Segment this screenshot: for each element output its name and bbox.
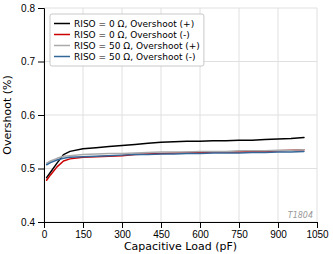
tick-label: 1050 (306, 229, 329, 240)
tick: 600 (192, 222, 209, 240)
tick: 0.7 (21, 56, 44, 67)
tick-label: 0.7 (21, 56, 35, 67)
x-axis: 0 150 300 450 600 750 900 1050 (42, 222, 329, 240)
tick: 300 (114, 222, 131, 240)
y-axis-title: Overshoot (%) (1, 75, 14, 154)
grid-line (44, 115, 317, 116)
tick-mark (38, 169, 44, 170)
tick-label: 450 (153, 229, 170, 240)
tick-label: 0.8 (21, 3, 35, 14)
tick: 1050 (306, 222, 329, 240)
legend: RISO = 0 Ω, Overshoot (+)RISO = 0 Ω, Ove… (50, 14, 204, 66)
x-axis-title: Capacitive Load (pF) (124, 240, 237, 253)
tick-mark (38, 115, 44, 116)
legend-swatch (54, 23, 70, 25)
tick-label: 0.5 (21, 163, 35, 174)
legend-swatch (54, 34, 70, 36)
legend-box (50, 14, 204, 66)
tick-mark (38, 62, 44, 63)
tick-mark (278, 222, 279, 228)
tick-label: 150 (75, 229, 92, 240)
axis-line (38, 9, 45, 223)
grid-line (44, 8, 317, 9)
tick-mark (239, 222, 240, 228)
series-line (47, 151, 304, 164)
tick: 750 (231, 222, 248, 240)
grid-line (44, 168, 317, 169)
annotation: T1804 (288, 211, 313, 220)
series-group (47, 137, 304, 180)
tick-label: 300 (114, 229, 131, 240)
tick-label: 750 (231, 229, 248, 240)
tick-label: 600 (192, 229, 209, 240)
legend-label: RISO = 0 Ω, Overshoot (+) (74, 19, 194, 29)
tick: 900 (270, 222, 287, 240)
tick-mark (38, 222, 44, 223)
legend-swatch (54, 56, 70, 58)
tick-mark (83, 222, 84, 228)
axis-line (45, 223, 318, 229)
tick-mark (317, 222, 318, 228)
tick-mark (38, 8, 44, 9)
tick: 0 (42, 222, 48, 240)
legend-label: RISO = 50 Ω, Overshoot (-) (74, 52, 196, 62)
tick: 450 (153, 222, 170, 240)
legend-label: RISO = 0 Ω, Overshoot (-) (74, 30, 190, 40)
tick-label: 0 (42, 229, 48, 240)
tick-label: 900 (270, 229, 287, 240)
chart: 0 150 300 450 600 750 900 1050 0.4 0.5 0.6 0.7 0.8 Ca… (0, 0, 333, 254)
tick: 150 (75, 222, 92, 240)
y-axis: 0.4 0.5 0.6 0.7 0.8 (21, 3, 44, 228)
legend-swatch (54, 45, 70, 47)
tick: 0.6 (21, 110, 44, 121)
legend-label: RISO = 50 Ω, Overshoot (+) (74, 41, 200, 51)
tick: 0.5 (21, 163, 44, 174)
grid (44, 8, 317, 222)
tick-label: 0.6 (21, 110, 35, 121)
tick-mark (161, 222, 162, 228)
tick: 0.4 (21, 217, 44, 228)
tick-label: 0.4 (21, 217, 35, 228)
series-line (47, 150, 304, 180)
tick: 0.8 (21, 3, 44, 14)
tick-mark (122, 222, 123, 228)
tick-mark (200, 222, 201, 228)
plot: 0 150 300 450 600 750 900 1050 0.4 0.5 0.6 0.7 0.8 Ca… (1, 3, 329, 253)
